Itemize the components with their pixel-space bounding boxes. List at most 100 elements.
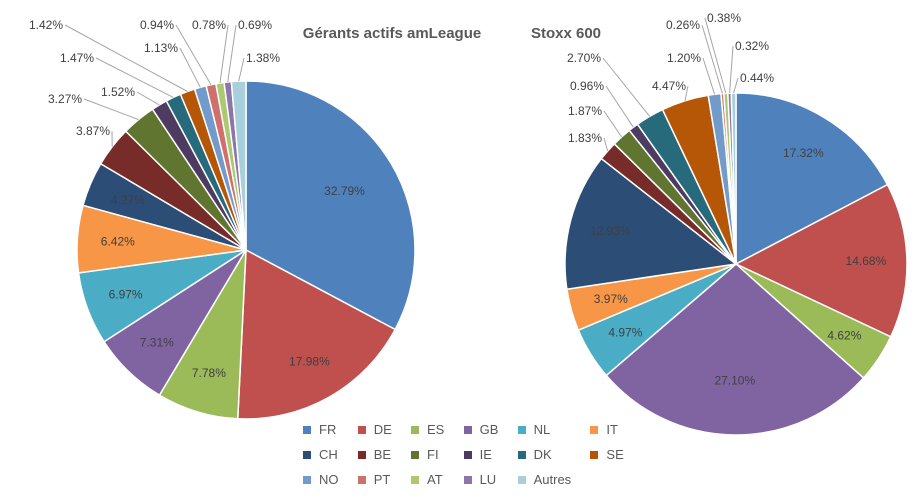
legend-item-se: SE [590,447,643,462]
legend-label: CH [319,447,338,462]
legend-swatch-lu [463,475,472,484]
legend: FR DE ES GB NL IT CH BE FI IE DK SE NO PT AT LU Autres [303,422,643,487]
pie-slice-fr [735,92,889,266]
data-label-dk: 2.70% [567,51,601,65]
legend-swatch-fr [303,425,311,434]
data-label-be: 1.83% [568,131,602,145]
pie-amleague: 32.79% 17.98% 7.78% 7.31% 6.97% 6.42% 4.27% 3.8… [29,18,416,420]
data-label-no: 1.13% [144,41,178,55]
legend-label: NO [319,472,339,487]
legend-label: LU [479,472,497,487]
leader-line-se [684,85,689,101]
legend-item-fr: FR [303,422,358,437]
pie-slice-de [734,183,908,338]
leader-line-fi [83,98,139,121]
legend-swatch-be [357,450,366,459]
legend-item-ch: CH [303,447,358,462]
data-label-lu: 0.69% [238,18,272,32]
data-label-be: 3.87% [76,124,110,138]
legend-swatch-pt [357,475,366,484]
data-label-ie: 0.96% [570,79,604,93]
legend-swatch-nl [517,425,526,434]
legend-item-it: IT [590,422,643,437]
chart-title-amleague: Gérants actifs amLeague [303,25,481,42]
leader-line-lu [227,24,237,83]
legend-item-fi: FI [411,447,464,462]
legend-item-ie: IE [463,447,518,462]
data-label-at: 0.78% [192,18,226,32]
data-label-dk: 1.47% [60,51,94,65]
leader-line-at [704,17,727,94]
pie-slice-ch [564,157,738,291]
legend-swatch-se [590,450,599,459]
data-label-at: 0.38% [707,11,741,25]
leader-line-no [179,47,201,88]
data-label-autres: 0.44% [740,71,774,85]
legend-label: PT [373,472,391,487]
data-label-gb: 27.10% [714,373,755,387]
data-label-fi: 1.87% [568,104,602,118]
leader-line-pt [175,24,212,85]
legend-label: ES [427,422,445,437]
data-label-ch: 4.27% [111,193,145,207]
legend-label: IE [479,447,492,462]
legend-item-dk: DK [517,447,591,462]
legend-swatch-ch [303,450,311,459]
legend-item-at: AT [411,472,464,487]
leader-line-dk [602,57,651,117]
legend-item-es: ES [411,422,464,437]
data-label-de: 14.68% [846,254,887,268]
data-label-autres: 1.38% [246,51,280,65]
legend-label: BE [373,447,392,462]
legend-swatch-gb [463,425,472,434]
legend-item-pt: PT [357,472,411,487]
leader-line-autres [733,77,739,94]
legend-label: FR [319,422,337,437]
leader-line-ie [136,91,160,106]
legend-item-autres: Autres [517,472,591,487]
data-label-it: 6.42% [101,235,135,249]
pie-slice-de [236,248,397,420]
pie-slice-fr [245,80,416,331]
legend-swatch-fi [411,450,419,459]
data-label-es: 7.78% [192,366,226,380]
leader-line-lu [729,45,734,94]
legend-item-de: DE [357,422,411,437]
leader-line-autres [238,57,245,82]
legend-swatch-no [303,475,311,484]
data-label-pt: 0.26% [666,18,700,32]
pie-slice-autres [730,92,737,265]
data-label-nl: 6.97% [109,288,143,302]
legend-swatch-autres [517,475,526,484]
legend-label: SE [606,447,624,462]
data-label-it: 3.97% [594,292,628,306]
legend-label: Autres [533,472,572,487]
data-label-gb: 7.31% [140,336,174,350]
chart-title-stoxx600: Stoxx 600 [531,25,601,42]
data-label-fr: 17.32% [783,146,824,160]
legend-label: AT [427,472,443,487]
legend-label: IT [606,422,618,437]
leader-line-ie [605,85,634,128]
data-label-se: 1.42% [29,18,63,32]
legend-item-lu: LU [463,472,518,487]
leader-line-pt [701,24,723,94]
legend-item-nl: NL [517,422,591,437]
leader-line-dk [95,57,174,98]
data-label-fi: 3.27% [48,92,82,106]
legend-swatch-dk [517,450,526,459]
legend-label: GB [479,422,499,437]
data-label-ie: 1.52% [101,85,135,99]
legend-label: NL [533,422,551,437]
legend-label: DE [373,422,392,437]
legend-item-be: BE [357,447,411,462]
leader-line-at [219,24,229,84]
legend-item-no: NO [303,472,358,487]
data-label-nl: 4.97% [608,325,642,339]
legend-swatch-es [411,425,419,434]
data-label-no: 1.20% [667,51,701,65]
leader-line-se [64,24,188,92]
legend-item-gb: GB [463,422,518,437]
legend-swatch-at [411,475,419,484]
